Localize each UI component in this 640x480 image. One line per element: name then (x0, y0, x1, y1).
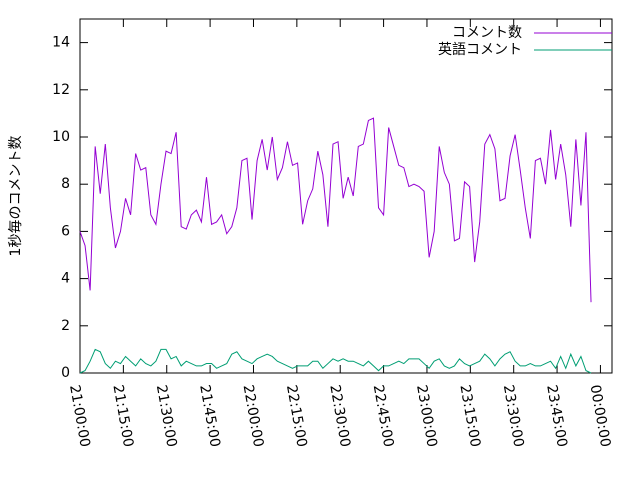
legend-label: 英語コメント (438, 41, 522, 58)
y-tick-label: 10 (52, 129, 70, 145)
series-line (79, 348, 592, 374)
x-tick-label: 21:30:00 (153, 384, 180, 449)
legend-label: コメント数 (452, 25, 522, 41)
x-tick-label: 21:45:00 (196, 384, 223, 449)
y-tick-label: 12 (52, 82, 70, 98)
x-tick-label: 22:45:00 (370, 384, 397, 449)
x-tick-label: 23:00:00 (413, 384, 440, 449)
x-tick-label: 00:00:00 (587, 384, 614, 449)
y-tick-label: 6 (61, 223, 70, 239)
y-tick-label: 8 (61, 176, 70, 192)
x-tick-label: 22:30:00 (326, 384, 353, 449)
y-tick-label: 0 (61, 365, 70, 381)
y-tick-label: 2 (61, 318, 70, 334)
y-tick-label: 14 (52, 35, 70, 51)
plot-frame (79, 18, 613, 374)
x-tick-label: 21:15:00 (109, 384, 136, 449)
x-tick-label: 22:15:00 (283, 384, 310, 449)
x-tick-label: 21:00:00 (66, 384, 93, 449)
y-tick-label: 4 (61, 271, 70, 287)
x-tick-label: 23:45:00 (543, 384, 570, 449)
y-axis-label: 1秒毎のコメント数 (8, 136, 24, 257)
series-line (79, 117, 592, 303)
x-tick-label: 23:15:00 (456, 384, 483, 449)
x-tick-label: 22:00:00 (240, 384, 267, 449)
x-tick-label: 23:30:00 (500, 384, 527, 449)
